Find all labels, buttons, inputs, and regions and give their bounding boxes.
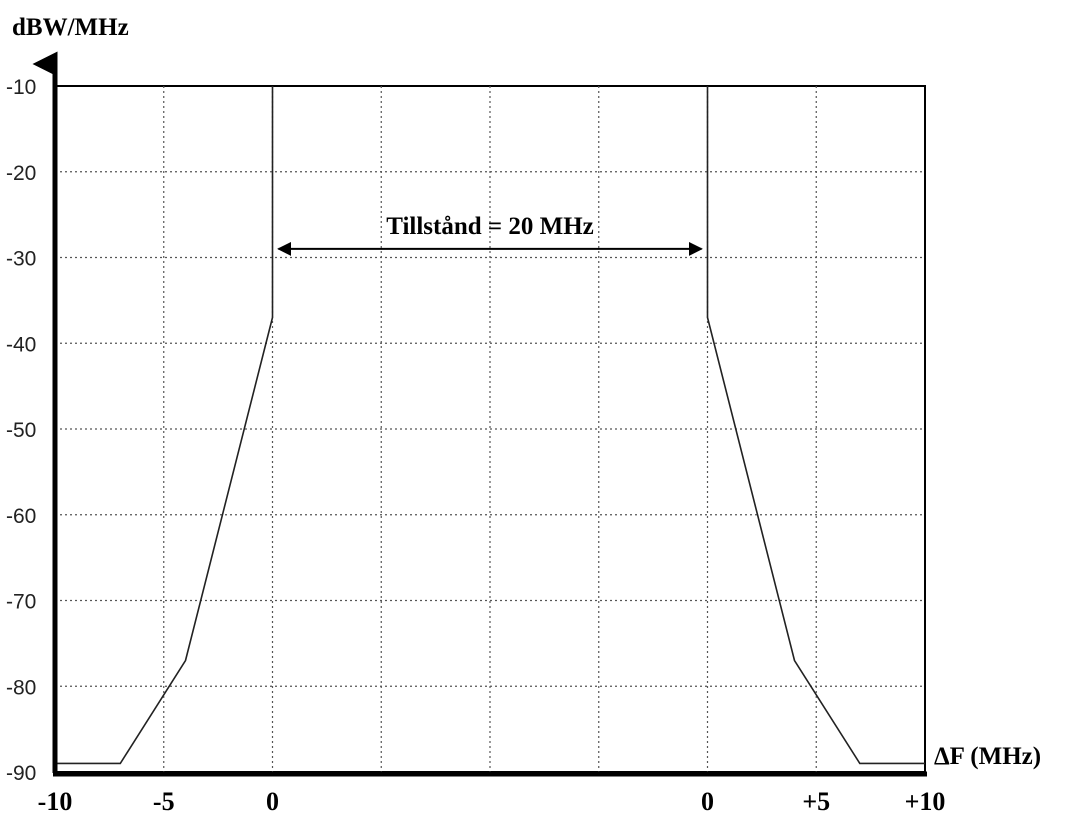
series-group — [55, 86, 925, 765]
x-tick-labels: -10 -5 0 0 +5 +10 — [38, 787, 946, 816]
y-tick-label: -40 — [6, 333, 36, 356]
x-tick-label: +5 — [802, 787, 830, 816]
mask-line-right — [706, 86, 925, 765]
x-tick-label: -10 — [38, 787, 73, 816]
mask-line-left — [55, 86, 274, 765]
y-tick-label: -50 — [6, 419, 36, 442]
y-tick-label: -90 — [6, 762, 36, 785]
bandwidth-annotation-label: Tillstånd = 20 MHz — [386, 213, 594, 240]
y-tick-label: -80 — [6, 676, 36, 699]
y-tick-label: -60 — [6, 505, 36, 528]
x-axis-label: ΔF (MHz) — [934, 743, 1041, 770]
x-tick-label: 0 — [266, 787, 279, 816]
bandwidth-annotation: Tillstånd = 20 MHz — [277, 213, 703, 256]
x-tick-label: -5 — [153, 787, 175, 816]
grid-lines — [55, 86, 925, 772]
y-tick-labels: -10 -20 -30 -40 -50 -60 -70 -80 -90 — [6, 76, 36, 785]
y-axis-label: dBW/MHz — [12, 14, 129, 41]
x-tick-label: +10 — [905, 787, 946, 816]
y-tick-label: -10 — [6, 76, 36, 99]
y-tick-label: -30 — [6, 248, 36, 271]
x-tick-label: 0 — [701, 787, 714, 816]
y-tick-label: -20 — [6, 162, 36, 185]
y-tick-label: -70 — [6, 591, 36, 614]
